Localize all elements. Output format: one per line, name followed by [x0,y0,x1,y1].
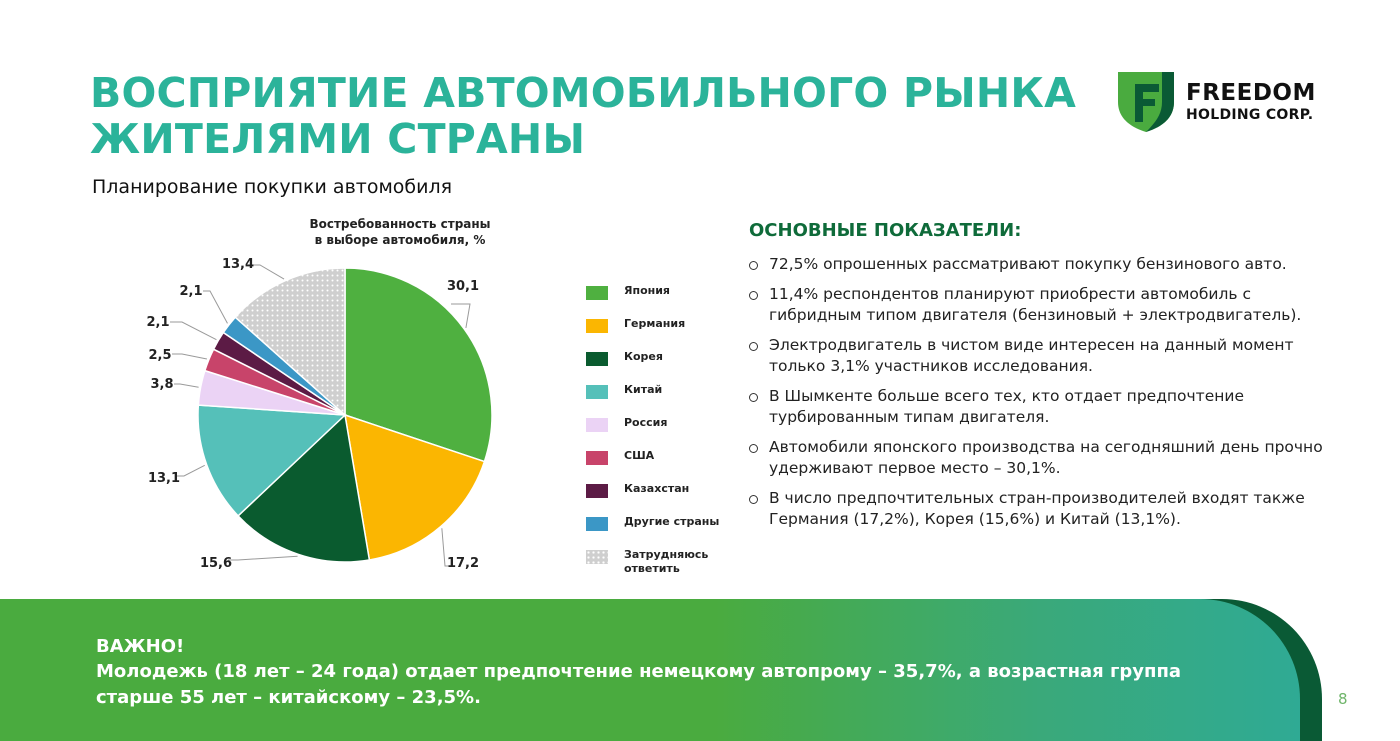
chart-title-line2: в выборе автомобиля, % [314,233,486,247]
chart-title-line1: Востребованность страны [309,217,491,231]
legend-label-other: Другие страны [624,515,720,528]
bullet-circle-icon [749,261,758,270]
logo-text: FREEDOM HOLDING CORP. [1186,80,1316,124]
logo-line2: HOLDING CORP. [1186,107,1314,123]
leader-line-kazakhstan [170,321,217,341]
indicator-text: В число предпочтительных стран-производи… [769,489,1305,528]
logo-line1: FREEDOM [1186,80,1316,106]
legend-label-usa: США [624,449,655,462]
data-label-kazakhstan: 2,1 [146,315,169,330]
legend-swatch-germany [586,319,608,333]
indicator-item: 72,5% опрошенных рассматривают покупку б… [749,254,1329,275]
legend-label-germany: Германия [624,317,686,330]
indicator-text: В Шымкенте больше всего тех, кто отдает … [769,387,1244,426]
page-subtitle: Планирование покупки автомобиля [92,176,453,198]
banner-heading: ВАЖНО! [96,636,185,657]
bullet-circle-icon [749,393,758,402]
legend-swatch-russia [586,418,608,432]
data-label-japan: 30,1 [447,279,479,294]
legend-swatch-china [586,385,608,399]
page-number: 8 [1338,690,1348,708]
indicator-item: В число предпочтительных стран-производи… [749,488,1329,530]
indicators-list: 72,5% опрошенных рассматривают покупку б… [749,254,1329,539]
indicators-title: ОСНОВНЫЕ ПОКАЗАТЕЛИ: [749,220,1022,241]
data-label-usa: 2,5 [148,348,171,363]
legend-item-japan: Япония [586,281,736,311]
bullet-circle-icon [749,444,758,453]
legend-item-usa: США [586,446,736,476]
data-label-other: 2,1 [179,284,202,299]
indicator-item: Электродвигатель в чистом виде интересен… [749,335,1329,377]
leader-line-other [203,290,228,324]
pie-chart: 30,1 17,2 15,6 13,1 3,8 2,5 2,1 2,1 13,4 [146,257,493,571]
legend-label-kazakhstan: Казахстан [624,482,690,495]
bullet-circle-icon [749,495,758,504]
leader-line-korea [228,555,298,561]
freedom-logo-icon [1118,72,1174,132]
data-label-germany: 17,2 [447,556,479,571]
page-title: ВОСПРИЯТИЕ АВТОМОБИЛЬНОГО РЫНКА ЖИТЕЛЯМИ… [90,70,1076,162]
data-label-korea: 15,6 [200,556,232,571]
legend-item-kazakhstan: Казахстан [586,479,736,509]
legend-label-russia: Россия [624,416,668,429]
legend-label-korea: Корея [624,350,663,363]
chart-title: Востребованность страны в выборе автомоб… [290,216,510,248]
legend-swatch-korea [586,352,608,366]
pie-slice-japan [344,267,493,463]
indicator-text: 11,4% респондентов планируют приобрести … [769,285,1302,324]
indicator-text: Электродвигатель в чистом виде интересен… [769,336,1294,375]
leader-line-china [176,464,205,477]
legend-label-japan: Япония [624,284,670,297]
legend-swatch-usa [586,451,608,465]
legend-label-china: Китай [624,383,663,396]
pie-slice-china [197,404,347,517]
banner-text: Молодежь (18 лет – 24 года) отдает предп… [96,661,1182,708]
leader-line-russia [174,383,199,388]
pie-slice-korea [237,413,371,563]
legend-item-china: Китай [586,380,736,410]
legend-swatch-undecided [586,550,608,564]
legend-label-undecided: Затрудняюсь ответить [624,548,709,575]
legend-swatch-japan [586,286,608,300]
indicator-text: Автомобили японского производства на сег… [769,438,1323,477]
leader-line-undecided [250,264,285,280]
legend-swatch-other [586,517,608,531]
legend-item-other: Другие страны [586,512,736,542]
important-banner [0,599,1300,741]
leader-line-japan [451,303,471,328]
indicator-item: В Шымкенте больше всего тех, кто отдает … [749,386,1329,428]
indicator-item: 11,4% респондентов планируют приобрести … [749,284,1329,326]
leader-line-germany [441,528,451,567]
data-label-china: 13,1 [148,471,180,486]
legend-item-germany: Германия [586,314,736,344]
data-label-undecided: 13,4 [222,257,254,272]
leader-line-usa [172,353,208,360]
pie-slice-undecided [234,267,346,417]
legend-swatch-kazakhstan [586,484,608,498]
data-label-russia: 3,8 [150,377,173,392]
indicator-text: 72,5% опрошенных рассматривают покупку б… [769,255,1287,273]
bullet-circle-icon [749,342,758,351]
page-title-line2: ЖИТЕЛЯМИ СТРАНЫ [90,115,586,163]
page-title-line1: ВОСПРИЯТИЕ АВТОМОБИЛЬНОГО РЫНКА [90,69,1077,117]
bullet-circle-icon [749,291,758,300]
indicator-item: Автомобили японского производства на сег… [749,437,1329,479]
legend-item-russia: Россия [586,413,736,443]
legend-item-undecided: Затрудняюсь ответить [586,545,736,575]
legend-item-korea: Корея [586,347,736,377]
pie-slice-germany [344,413,486,561]
